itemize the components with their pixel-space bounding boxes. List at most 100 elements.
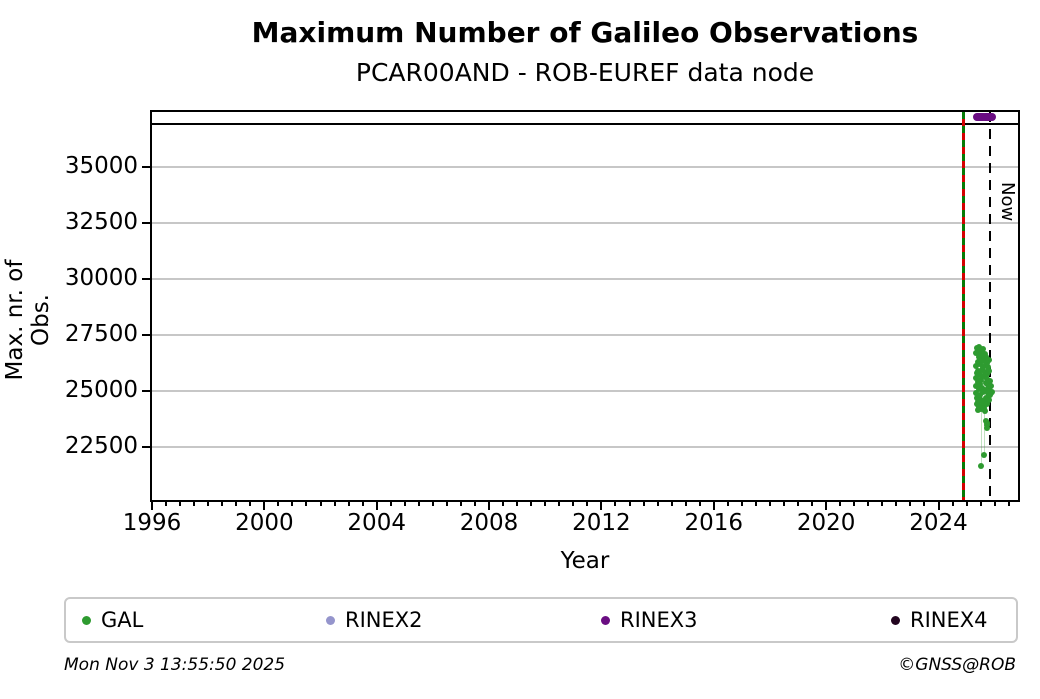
scatter-point-gal [976, 361, 983, 368]
scatter-point-gal [976, 372, 983, 379]
x-minor-tick [1007, 502, 1010, 506]
x-tick-label: 2004 [347, 510, 406, 536]
x-minor-tick [628, 502, 631, 506]
rinex3-marker-icon [601, 615, 610, 625]
x-minor-tick [207, 502, 210, 506]
x-minor-tick [502, 502, 505, 506]
x-tick [488, 502, 491, 510]
timestamp: Mon Nov 3 13:55:50 2025 [64, 655, 286, 675]
scatter-point-gal [980, 345, 987, 352]
legend: GAL RINEX2 RINEX3 RINEX4 [64, 597, 1018, 643]
y-tick-label: 22500 [64, 432, 138, 459]
y-gridline [152, 222, 1018, 225]
legend-item-rinex2: RINEX2 [326, 599, 423, 641]
x-tick-label: 2008 [459, 510, 519, 536]
chart-title: Maximum Number of Galileo Observations [251, 16, 919, 49]
x-tick [825, 502, 828, 510]
x-minor-tick [670, 502, 673, 506]
x-minor-tick [979, 502, 982, 506]
scatter-point-gal [984, 420, 991, 427]
now-line [989, 112, 992, 500]
scatter-point-gal [975, 399, 982, 406]
x-minor-tick [909, 502, 912, 506]
y-tick [142, 166, 151, 169]
scatter-point-gal [977, 392, 984, 399]
x-minor-tick [530, 502, 533, 506]
x-tick [712, 502, 715, 510]
x-minor-tick [193, 502, 196, 506]
x-tick-label: 2012 [572, 510, 631, 536]
x-minor-tick [277, 502, 280, 506]
x-tick [600, 502, 603, 510]
x-minor-tick [179, 502, 182, 506]
x-tick-label: 2000 [235, 510, 294, 536]
scatter-point-gal [978, 396, 985, 403]
x-minor-tick [389, 502, 392, 506]
x-tick [937, 502, 940, 510]
scatter-point-gal [972, 374, 979, 381]
scatter-point-gal [985, 382, 992, 389]
x-tick [375, 502, 378, 510]
x-tick [151, 502, 153, 510]
y-tick [142, 278, 151, 281]
scatter-point-gal [975, 385, 982, 392]
y-tick [142, 222, 151, 225]
x-minor-tick [768, 502, 771, 506]
scatter-point-rinex3 [988, 113, 997, 122]
x-minor-tick [558, 502, 561, 506]
scatter-point-gal [985, 396, 992, 403]
scatter-point-gal [984, 401, 991, 408]
y-gridline [152, 278, 1018, 281]
gal-marker-icon [82, 615, 91, 625]
y-gridline [152, 166, 1018, 169]
y-tick-label: 27500 [64, 320, 138, 347]
scatter-point-gal [981, 398, 988, 405]
scatter-point-gal [984, 364, 991, 371]
x-minor-tick [839, 502, 842, 506]
scatter-point-gal [973, 390, 980, 397]
scatter-point-gal [977, 405, 984, 412]
x-minor-tick [305, 502, 308, 506]
legend-item-gal: GAL [82, 599, 143, 641]
x-minor-tick [740, 502, 743, 506]
credit: ©GNSS@ROB [898, 655, 1016, 675]
x-tick-label: 1996 [122, 510, 182, 536]
legend-label: GAL [101, 608, 144, 632]
scatter-point-gal [983, 359, 990, 366]
x-minor-tick [235, 502, 238, 506]
x-minor-tick [923, 502, 926, 506]
x-minor-tick [291, 502, 294, 506]
x-minor-tick [783, 502, 785, 506]
scatter-point-gal [977, 462, 984, 469]
y-tick [142, 445, 151, 448]
x-minor-tick [853, 502, 856, 506]
rinex2-marker-icon [326, 615, 335, 625]
y-gridline [152, 389, 1018, 392]
scatter-point-gal [978, 356, 985, 363]
chart-subtitle: PCAR00AND - ROB-EUREF data node [355, 58, 815, 87]
scatter-point-gal [986, 367, 993, 374]
scatter-point-gal [981, 351, 988, 358]
legend-label: RINEX4 [910, 608, 988, 632]
x-minor-tick [684, 502, 687, 506]
legend-item-rinex3: RINEX3 [601, 599, 698, 641]
scatter-point-gal [988, 389, 995, 396]
x-minor-tick [221, 502, 224, 506]
scatter-point-gal [984, 371, 991, 378]
series-connector-line [984, 411, 985, 455]
x-minor-tick [445, 502, 448, 506]
y-tick [142, 389, 151, 392]
x-minor-tick [516, 502, 519, 506]
legend-label: RINEX3 [620, 608, 698, 632]
scatter-point-gal [983, 424, 990, 431]
legend-item-rinex4: RINEX4 [891, 599, 988, 641]
scatter-point-gal [985, 356, 992, 363]
y-tick-label: 25000 [64, 376, 138, 403]
now-label: Now [997, 182, 1019, 222]
x-minor-tick [403, 502, 406, 506]
y-gridline [152, 333, 1018, 336]
x-minor-tick [431, 502, 434, 506]
scatter-point-gal [983, 375, 990, 382]
x-tick [263, 502, 266, 510]
